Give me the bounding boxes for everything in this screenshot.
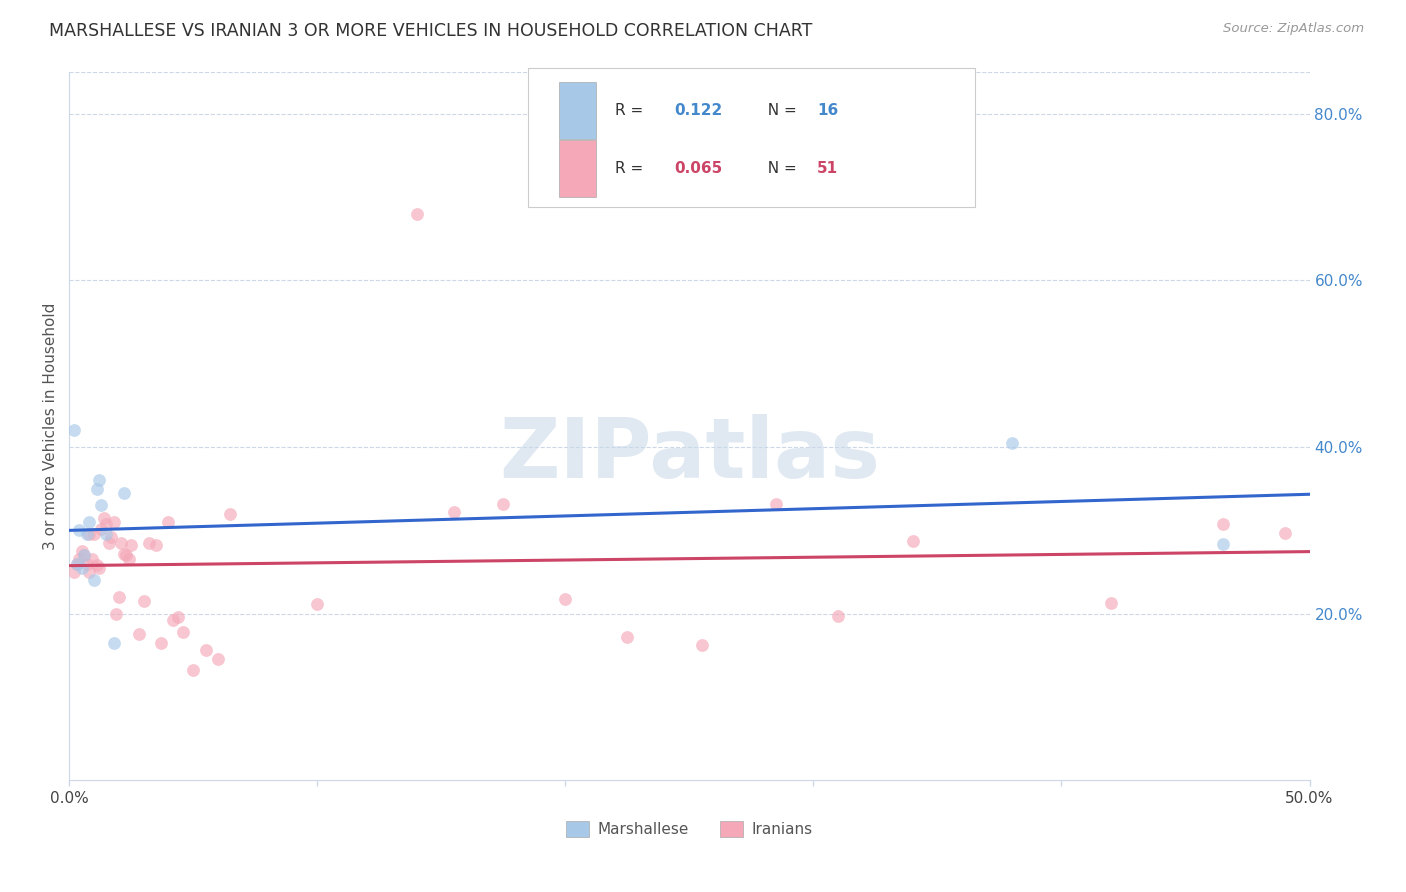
Point bbox=[77, 565, 100, 579]
Point bbox=[128, 627, 150, 641]
Text: R =: R = bbox=[614, 103, 648, 118]
FancyBboxPatch shape bbox=[560, 140, 596, 197]
Point bbox=[765, 497, 787, 511]
Point bbox=[63, 565, 86, 579]
Point bbox=[76, 527, 98, 541]
Point bbox=[93, 510, 115, 524]
Point bbox=[80, 552, 103, 566]
Text: ZIPatlas: ZIPatlas bbox=[499, 414, 880, 495]
Point bbox=[405, 206, 427, 220]
Y-axis label: 3 or more Vehicles in Household: 3 or more Vehicles in Household bbox=[44, 302, 58, 549]
Legend: Marshallese, Iranians: Marshallese, Iranians bbox=[560, 815, 820, 844]
Point bbox=[83, 574, 105, 588]
Text: MARSHALLESE VS IRANIAN 3 OR MORE VEHICLES IN HOUSEHOLD CORRELATION CHART: MARSHALLESE VS IRANIAN 3 OR MORE VEHICLE… bbox=[49, 22, 813, 40]
Point bbox=[118, 552, 141, 566]
Point bbox=[105, 607, 128, 621]
Point bbox=[66, 557, 89, 571]
Point bbox=[76, 557, 98, 571]
Point bbox=[112, 547, 135, 561]
Point bbox=[110, 535, 132, 549]
Point bbox=[616, 630, 638, 644]
Point bbox=[86, 482, 108, 496]
Text: R =: R = bbox=[614, 161, 648, 176]
Point bbox=[90, 522, 112, 536]
Point bbox=[1274, 525, 1296, 540]
Point bbox=[901, 534, 924, 549]
Point bbox=[138, 535, 160, 549]
Point bbox=[67, 523, 90, 537]
Point bbox=[150, 636, 173, 650]
Text: N =: N = bbox=[758, 103, 801, 118]
Text: Source: ZipAtlas.com: Source: ZipAtlas.com bbox=[1223, 22, 1364, 36]
Point bbox=[167, 610, 190, 624]
Point bbox=[443, 505, 465, 519]
Point bbox=[87, 473, 110, 487]
Point bbox=[90, 498, 112, 512]
Point bbox=[207, 652, 229, 666]
Text: 0.065: 0.065 bbox=[675, 161, 723, 176]
Point bbox=[219, 507, 242, 521]
Point bbox=[827, 609, 849, 624]
Point bbox=[97, 535, 120, 549]
Text: 0.122: 0.122 bbox=[675, 103, 723, 118]
Point bbox=[120, 538, 142, 552]
Point bbox=[132, 594, 155, 608]
Point bbox=[100, 530, 122, 544]
Point bbox=[492, 497, 515, 511]
Point bbox=[157, 515, 180, 529]
Point bbox=[172, 624, 194, 639]
Point bbox=[115, 549, 138, 563]
FancyBboxPatch shape bbox=[560, 82, 596, 138]
Point bbox=[63, 423, 86, 437]
Point bbox=[70, 544, 93, 558]
Point bbox=[194, 643, 217, 657]
Point bbox=[690, 638, 713, 652]
Text: N =: N = bbox=[758, 161, 801, 176]
Point bbox=[108, 590, 131, 604]
Point bbox=[73, 549, 96, 563]
Point bbox=[307, 597, 329, 611]
Text: 51: 51 bbox=[817, 161, 838, 176]
Point bbox=[77, 515, 100, 529]
Point bbox=[66, 557, 89, 571]
Point bbox=[83, 527, 105, 541]
Point bbox=[70, 561, 93, 575]
Text: 16: 16 bbox=[817, 103, 838, 118]
Point bbox=[1212, 517, 1234, 532]
FancyBboxPatch shape bbox=[529, 69, 974, 207]
Point bbox=[181, 663, 204, 677]
Point bbox=[162, 613, 184, 627]
Point bbox=[87, 561, 110, 575]
Point bbox=[145, 538, 167, 552]
Point bbox=[554, 591, 576, 606]
Point bbox=[103, 636, 125, 650]
Point bbox=[1099, 596, 1122, 610]
Point bbox=[77, 527, 100, 541]
Point bbox=[86, 558, 108, 573]
Point bbox=[1001, 435, 1024, 450]
Point bbox=[103, 515, 125, 529]
Point bbox=[1212, 537, 1234, 551]
Point bbox=[112, 485, 135, 500]
Point bbox=[67, 552, 90, 566]
Point bbox=[96, 516, 118, 531]
Point bbox=[96, 527, 118, 541]
Point bbox=[73, 549, 96, 563]
